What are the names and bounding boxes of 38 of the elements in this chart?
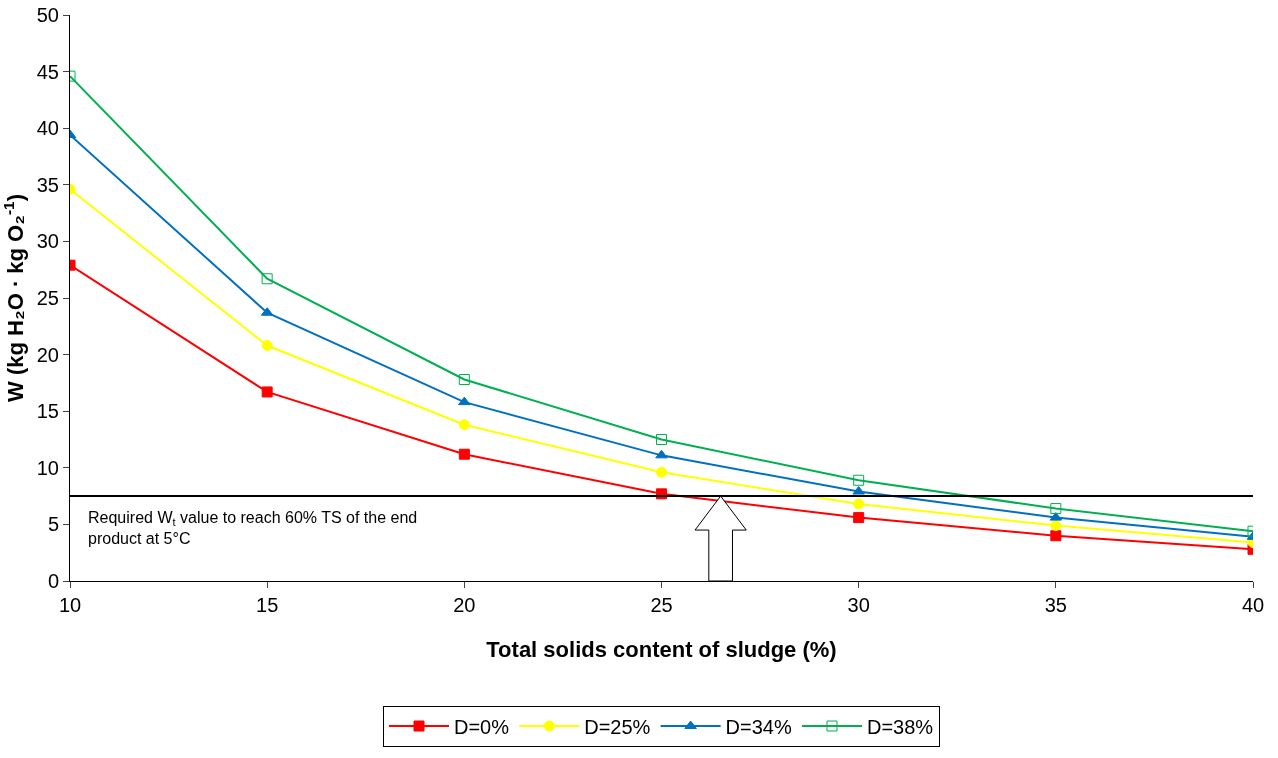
y-tick-label: 5	[47, 513, 59, 536]
point	[261, 273, 273, 285]
y-tick-label: 25	[36, 287, 59, 309]
point	[458, 419, 470, 431]
point	[656, 466, 667, 478]
x-tick-label: 20	[453, 594, 476, 616]
y-tick-label: 45	[36, 60, 59, 83]
y-tick-label: 10	[36, 456, 59, 479]
legend-label: D=25%	[584, 715, 651, 738]
legend-label: D=34%	[725, 715, 792, 738]
x-tick-label: 40	[1241, 594, 1265, 616]
x-axis-title: Total solids content of sludge (%)	[486, 637, 837, 662]
y-tick-label: 40	[36, 117, 59, 140]
point	[1050, 520, 1062, 532]
x-tick-label: 25	[650, 594, 673, 616]
point	[261, 340, 273, 352]
point	[458, 448, 470, 460]
point	[1050, 503, 1062, 515]
y-tick-label: 35	[36, 173, 59, 196]
point	[261, 386, 273, 398]
point	[458, 396, 471, 406]
y-tick-label: 30	[36, 230, 59, 253]
y-tick-label: 20	[36, 343, 59, 366]
point	[853, 512, 865, 524]
x-tick-label: 35	[1044, 594, 1067, 616]
x-tick-label: 30	[847, 594, 870, 616]
point	[1050, 530, 1062, 542]
point	[655, 449, 668, 459]
y-tick-label: 15	[36, 400, 59, 423]
point	[853, 474, 865, 486]
point	[853, 498, 865, 510]
y-tick-label: 50	[36, 4, 59, 26]
x-tick-label: 15	[256, 594, 279, 616]
point	[458, 374, 470, 385]
ref-line-label: Required W$_{t}$ value to reach 60% TS of the end product at 5°C	[88, 509, 418, 547]
y-tick-label: 0	[47, 570, 59, 592]
legend-label: D=38%	[866, 715, 934, 738]
legend-label: D=0%	[454, 715, 510, 738]
